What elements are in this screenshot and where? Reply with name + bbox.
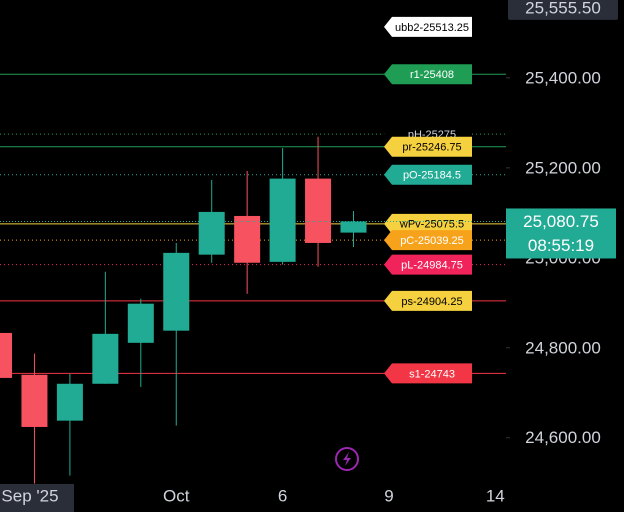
level-label: pr-25246.75 [384,136,472,157]
level-label: ubb2-25513.25 [384,16,472,37]
alert-icon[interactable] [335,447,359,471]
label-box [384,64,472,85]
y-tick-label: 24,600.00 [525,428,601,447]
label-box [384,16,472,37]
candle-body [163,252,190,331]
candle-body [127,303,154,343]
countdown: 08:55:19 [528,236,594,255]
candle-body [305,178,332,243]
level-label: pC-25039.25 [384,230,472,251]
x-tick-label: Sep '25 [1,486,58,505]
top-price-box [508,0,618,20]
label-box [384,254,472,275]
label-box [384,164,472,185]
last-price-box [506,208,616,259]
candle-body [92,333,119,384]
level-label-text: pO-25184.5 [403,170,461,182]
y-tick-label: 25,200.00 [525,158,601,177]
level-label-text: wPv-25075.5 [399,219,464,231]
x-tick-label: 14 [486,486,505,505]
y-tick-label: 25,400.00 [525,68,601,87]
last-price-label: 25,080.75 [523,212,599,231]
level-label: ps-24904.25 [384,290,472,311]
level-label-text: pr-25246.75 [402,142,461,154]
candle-body [56,383,83,421]
candle-body [0,332,12,378]
label-box [384,136,472,157]
candle-body [340,221,367,233]
level-label: pL-24984.75 [384,254,472,275]
level-label-text: ps-24904.25 [401,296,462,308]
level-label-text: pL-24984.75 [401,260,463,272]
level-label-text: ubb2-25513.25 [395,22,469,34]
label-box [384,290,472,311]
level-label: pO-25184.5 [384,164,472,185]
label-box [384,363,472,384]
level-label-text: s1-24743 [409,368,455,380]
x-tick-label: 6 [278,486,287,505]
level-label-text: r1-25408 [410,69,454,81]
candle-body [269,178,296,262]
level-label: s1-24743 [384,363,472,384]
label-box [384,230,472,251]
x-label-box [0,484,74,512]
top-price-label: 25,555.50 [525,0,601,17]
label-box [384,213,472,234]
y-tick-label: 24,800.00 [525,338,601,357]
x-tick-label: Oct [163,486,190,505]
x-tick-label: 9 [384,486,393,505]
candle-body [234,215,261,263]
level-label: r1-25408 [384,64,472,85]
level-label-text: pC-25039.25 [400,235,464,247]
candle-body [21,374,48,427]
candle-body [198,211,225,255]
